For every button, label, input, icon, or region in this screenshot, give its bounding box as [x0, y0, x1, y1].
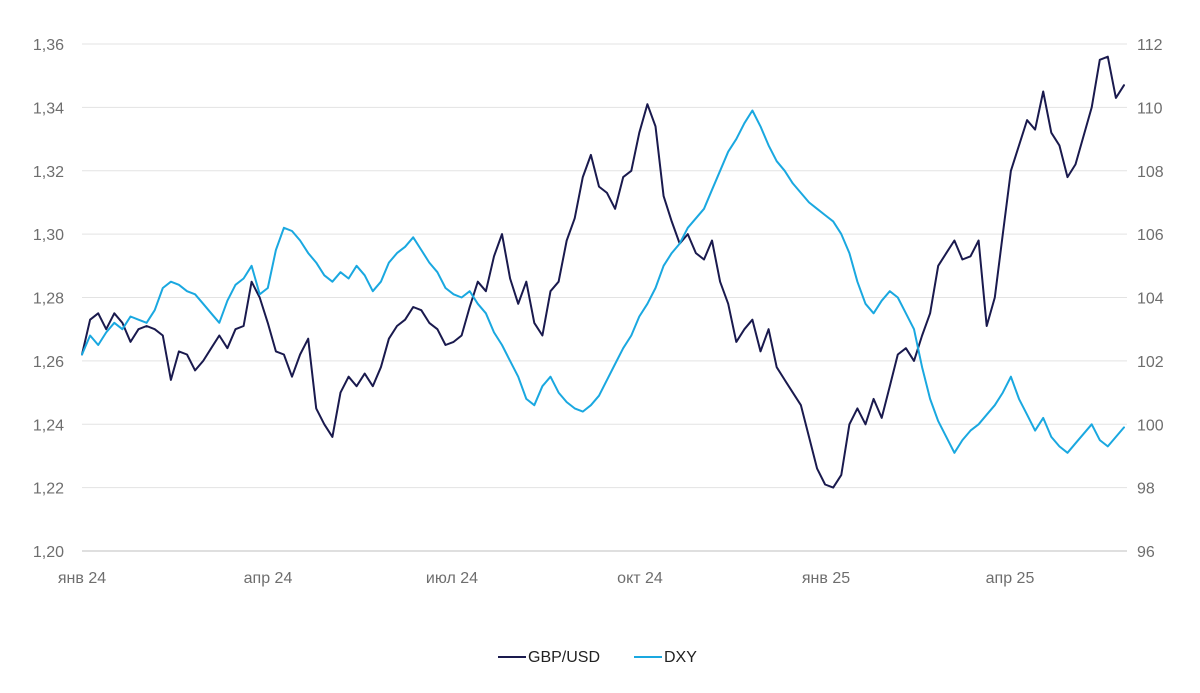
left-tick-label: 1,36 — [33, 37, 64, 54]
x-tick-label: июл 24 — [426, 570, 478, 587]
left-tick-label: 1,24 — [33, 417, 64, 434]
legend-label: GBP/USD — [528, 649, 600, 666]
left-tick-label: 1,28 — [33, 291, 64, 308]
right-axis-labels: 96 98 100 102 104 106 108 110 112 — [1137, 37, 1164, 561]
legend: GBP/USD DXY — [498, 649, 697, 666]
grid-lines — [82, 43, 1127, 552]
series-line-gbp-usd — [81, 55, 1125, 489]
legend-label: DXY — [664, 649, 697, 666]
x-tick-label: окт 24 — [617, 570, 663, 587]
right-tick-label: 96 — [1137, 544, 1155, 561]
right-tick-label: 108 — [1137, 164, 1164, 181]
left-tick-label: 1,22 — [33, 481, 64, 498]
x-axis-labels: янв 24 апр 24 июл 24 окт 24 янв 25 апр 25 — [58, 570, 1035, 587]
left-tick-label: 1,26 — [33, 354, 64, 371]
right-tick-label: 100 — [1137, 417, 1164, 434]
left-tick-label: 1,32 — [33, 164, 64, 181]
x-tick-label: янв 25 — [802, 570, 850, 587]
legend-item-dxy: DXY — [634, 649, 697, 666]
left-tick-label: 1,34 — [33, 100, 64, 117]
x-tick-label: апр 24 — [244, 570, 293, 587]
right-tick-label: 110 — [1137, 100, 1163, 117]
right-tick-label: 102 — [1137, 354, 1164, 371]
left-tick-label: 1,30 — [33, 227, 64, 244]
x-tick-label: апр 25 — [986, 570, 1035, 587]
right-tick-label: 112 — [1137, 37, 1163, 54]
x-tick-label: янв 24 — [58, 570, 106, 587]
series-lines — [81, 55, 1125, 489]
legend-item-gbp-usd: GBP/USD — [498, 649, 600, 666]
left-axis-labels: 1,20 1,22 1,24 1,26 1,28 1,30 1,32 1,34 1,36 — [33, 37, 64, 561]
right-tick-label: 106 — [1137, 227, 1164, 244]
left-tick-label: 1,20 — [33, 544, 64, 561]
series-line-dxy — [81, 109, 1125, 454]
right-tick-label: 98 — [1137, 481, 1155, 498]
right-tick-label: 104 — [1137, 291, 1164, 308]
